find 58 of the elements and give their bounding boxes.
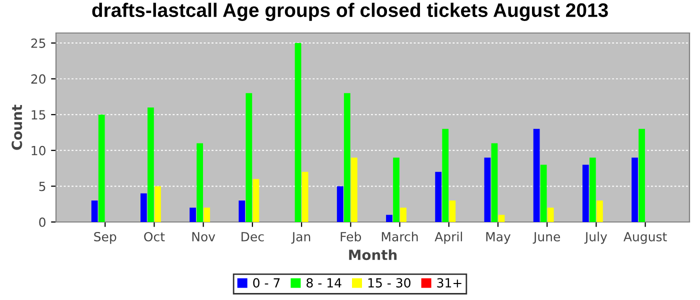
bar <box>540 164 547 222</box>
bar <box>596 200 603 222</box>
x-tick-label: Dec <box>242 232 264 242</box>
x-tick-label: Sep <box>94 232 116 244</box>
x-tick-label: Feb <box>340 232 362 242</box>
x-axis-title: Month <box>349 249 397 260</box>
bar <box>344 93 350 222</box>
legend-label: 8 - 14 <box>306 278 342 288</box>
bar <box>302 172 308 222</box>
y-tick-label: 25 <box>31 38 46 48</box>
bar <box>91 200 98 222</box>
bar <box>204 208 210 222</box>
bar <box>196 143 204 222</box>
chart-title: drafts-lastcall Age groups of closed tickets August 2013 <box>92 2 608 21</box>
bar <box>547 208 554 222</box>
bar <box>294 43 302 222</box>
x-tick-label: Jan <box>291 232 310 244</box>
x-tick-label: April <box>434 232 462 244</box>
bar <box>582 164 589 222</box>
bar <box>393 158 400 222</box>
bar <box>400 208 406 222</box>
y-tick-label: 10 <box>32 146 46 156</box>
bar <box>498 214 505 222</box>
x-tick-label: July <box>584 232 608 244</box>
bar <box>190 208 196 222</box>
bar <box>238 200 246 222</box>
bar <box>484 158 491 222</box>
x-tick-label: May <box>486 232 511 244</box>
legend-label: 15 - 30 <box>368 278 410 288</box>
x-tick-label: August <box>624 232 667 244</box>
bar <box>632 158 638 222</box>
x-tick-label: Nov <box>192 232 216 242</box>
bar <box>442 128 449 222</box>
legend-label: 31+ <box>437 278 462 288</box>
bar <box>449 200 456 222</box>
y-axis-title: Count <box>12 104 22 150</box>
bar <box>252 179 260 222</box>
y-tick-label: 5 <box>39 182 46 192</box>
bar <box>336 186 344 222</box>
bar <box>533 128 540 222</box>
y-tick-label: 20 <box>31 74 46 84</box>
bar <box>148 107 154 222</box>
bar <box>638 128 645 222</box>
y-tick-label: 0 <box>39 217 46 227</box>
y-tick-label: 15 <box>32 110 46 120</box>
bar <box>140 193 147 222</box>
bar <box>246 93 252 222</box>
bar <box>386 214 392 222</box>
x-tick-label: June <box>532 232 560 244</box>
x-tick-label: Oct <box>144 232 165 242</box>
legend-label: 0 - 7 <box>253 278 280 288</box>
bar <box>98 114 105 222</box>
bar <box>350 158 358 222</box>
bar <box>154 186 161 222</box>
bar <box>589 158 596 222</box>
bar <box>491 143 498 222</box>
x-tick-label: March <box>382 232 418 242</box>
bar <box>435 172 442 222</box>
